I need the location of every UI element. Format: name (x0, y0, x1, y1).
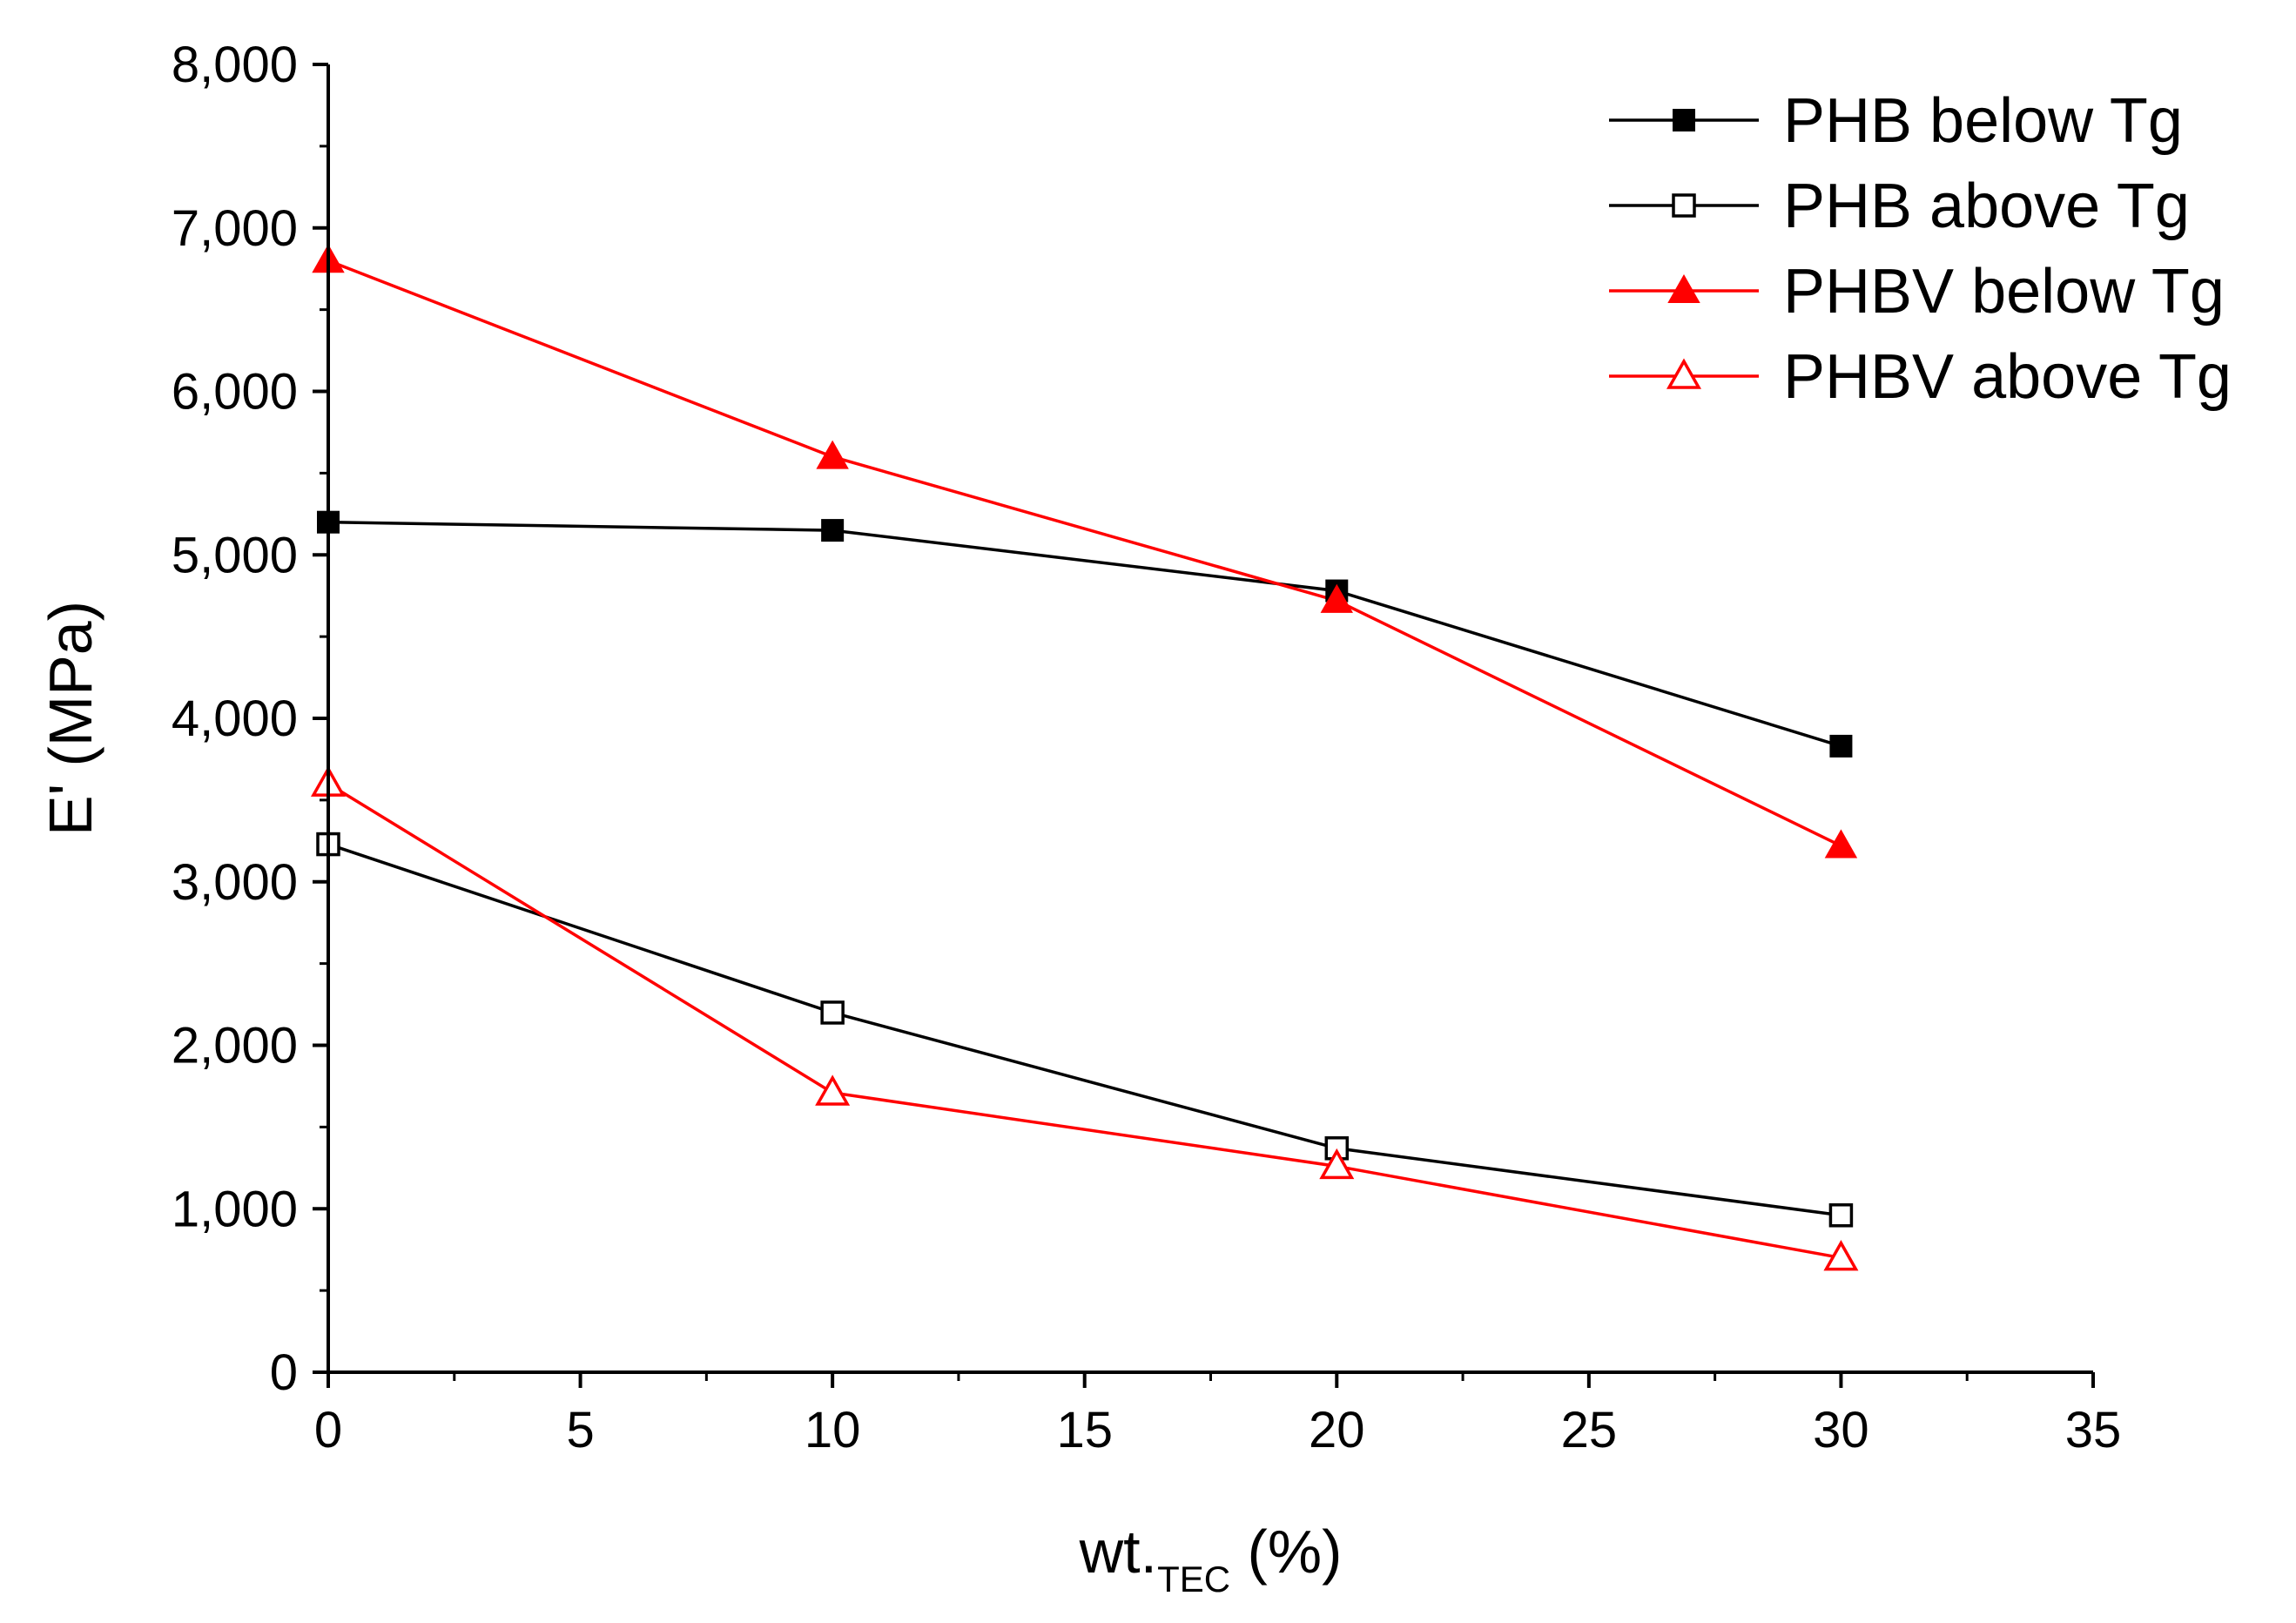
legend: PHB below Tg PHB above Tg PHBV below Tg PHB… (1609, 86, 2232, 412)
legend-label-2: PHBV below Tg (1783, 257, 2225, 327)
data-point-1-1 (820, 1000, 845, 1025)
data-point-0-3 (1829, 734, 1853, 758)
y-tick-label: 0 (270, 1344, 298, 1401)
y-tick-label: 1,000 (172, 1181, 298, 1237)
data-point-1-3 (1828, 1203, 1854, 1228)
x-axis-title-suffix: (%) (1230, 1518, 1342, 1586)
data-point-2-3 (1824, 829, 1858, 859)
legend-marker-1 (1672, 193, 1696, 218)
y-tick-label: 8,000 (172, 37, 298, 93)
y-tick-label: 5,000 (172, 527, 298, 583)
x-tick-label: 35 (2065, 1402, 2122, 1458)
x-tick-label: 0 (314, 1402, 342, 1458)
y-tick-label: 4,000 (172, 690, 298, 747)
y-axis-title: E' (MPa) (37, 601, 104, 836)
series-lines-group (327, 259, 1842, 1260)
x-tick-label: 5 (566, 1402, 594, 1458)
x-tick-label: 15 (1056, 1402, 1113, 1458)
y-tick-label: 2,000 (172, 1018, 298, 1074)
data-point-3-1 (815, 1074, 851, 1106)
legend-label-3: PHBV above Tg (1783, 342, 2232, 412)
series-markers-group (310, 244, 1859, 1271)
x-tick-label: 30 (1813, 1402, 1869, 1458)
y-tick-label: 3,000 (172, 854, 298, 911)
series-line-0 (327, 520, 1842, 748)
x-tick-label: 10 (805, 1402, 861, 1458)
data-point-2-2 (1320, 583, 1354, 613)
legend-label-1: PHB above Tg (1783, 172, 2190, 241)
data-point-3-2 (1319, 1148, 1355, 1180)
legend-marker-3 (1666, 358, 1702, 389)
data-point-3-3 (1823, 1240, 1859, 1271)
data-point-2-1 (816, 440, 849, 469)
y-tick-label: 6,000 (172, 364, 298, 421)
y-tick-label: 7,000 (172, 200, 298, 257)
x-tick-label: 25 (1561, 1402, 1618, 1458)
x-axis-title-subscript: TEC (1157, 1559, 1230, 1599)
series-line-2 (327, 259, 1842, 848)
x-tick-label: 20 (1309, 1402, 1365, 1458)
x-axis-title: wt.TEC (%) (1079, 1518, 1343, 1599)
axes-group: 0 1,000 2,000 3,000 4,000 5,000 6,000 7,000 8,00… (37, 37, 2121, 1599)
x-axis-title-main: wt. (1079, 1518, 1157, 1586)
legend-marker-0 (1673, 109, 1695, 131)
legend-label-0: PHB below Tg (1783, 86, 2183, 156)
data-point-0-1 (821, 519, 845, 542)
legend-marker-2 (1667, 273, 1700, 303)
series-line-1 (327, 842, 1842, 1217)
series-line-3 (327, 782, 1842, 1260)
